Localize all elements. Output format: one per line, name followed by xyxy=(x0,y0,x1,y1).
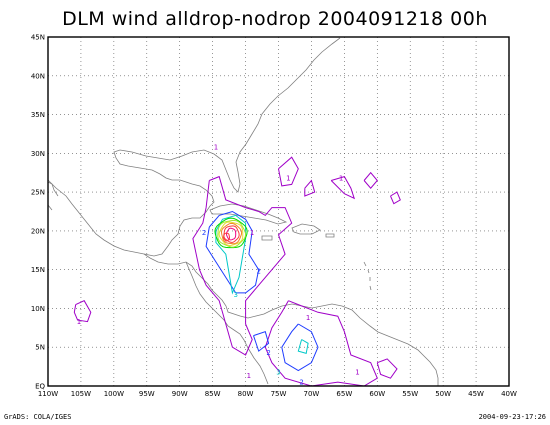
lon-tick-label: 45W xyxy=(468,390,484,398)
coastline-central-america-pacific xyxy=(185,261,269,385)
contour-6 xyxy=(218,221,244,247)
wind-difference-contours xyxy=(73,156,401,387)
map-frame xyxy=(47,36,510,387)
coastline-central-south-america xyxy=(143,253,439,386)
lat-tick-label: 5N xyxy=(35,344,45,352)
contour-label: 1 xyxy=(306,314,310,322)
coastlines xyxy=(47,37,439,386)
lat-lon-grid xyxy=(48,37,509,386)
lat-tick-label: 30N xyxy=(31,150,45,158)
contour-1 xyxy=(304,179,316,197)
coastline-puerto-rico xyxy=(325,233,335,238)
contour-label: 2 xyxy=(266,349,270,357)
coastline-lesser-antilles xyxy=(363,261,372,291)
contour-label: 1 xyxy=(286,174,290,182)
contour-8 xyxy=(222,232,230,242)
contour-1 xyxy=(363,171,378,189)
lon-tick-label: 110W xyxy=(38,390,58,398)
lon-tick-label: 50W xyxy=(435,390,451,398)
contour-1 xyxy=(73,300,92,323)
axis-labels: 110W 105W 100W 95W 90W 85W 80W 75W 70W 65W 60W 55W 5… xyxy=(31,34,517,399)
lat-tick-label: 35N xyxy=(31,111,45,119)
contour-9 xyxy=(225,227,237,241)
contour-label: 2 xyxy=(299,378,303,386)
contour-7 xyxy=(220,222,243,245)
contour-label: 1 xyxy=(214,143,218,151)
coastline-north-america xyxy=(47,37,341,257)
grads-credit: GrADS: COLA/IGES xyxy=(4,413,72,421)
lon-tick-label: 70W xyxy=(304,390,320,398)
lon-tick-label: 85W xyxy=(205,390,221,398)
lat-tick-label: 15N xyxy=(31,266,45,274)
lat-tick-label: 10N xyxy=(31,305,45,313)
lat-tick-label: 25N xyxy=(31,189,45,197)
contour-label: 1 xyxy=(77,318,81,326)
lon-tick-label: 95W xyxy=(139,390,155,398)
contour-2 xyxy=(281,323,319,372)
lon-tick-label: 105W xyxy=(71,390,91,398)
contour-3 xyxy=(297,339,309,355)
contour-4 xyxy=(214,217,248,249)
coastline-jamaica xyxy=(261,235,273,241)
lon-tick-label: 65W xyxy=(336,390,352,398)
contour-label: 1 xyxy=(247,372,251,380)
contour-1 xyxy=(192,175,293,356)
contour-label: 1 xyxy=(339,174,343,182)
lat-tick-label: 40N xyxy=(31,72,45,80)
lat-tick-label: EQ xyxy=(35,383,45,391)
contour-2 xyxy=(205,210,260,294)
lon-tick-label: 100W xyxy=(104,390,124,398)
contour-1 xyxy=(264,300,378,387)
contour-label: 3 xyxy=(233,291,237,299)
contour-label: 2 xyxy=(257,268,261,276)
contour-1 xyxy=(330,176,356,200)
contour-label: 2 xyxy=(202,229,206,237)
contour-3 xyxy=(215,214,247,295)
contour-label: 3 xyxy=(276,368,280,376)
render-timestamp: 2004-09-23-17:26 xyxy=(478,413,546,421)
contour-1 xyxy=(278,156,299,187)
coastline-hispaniola xyxy=(291,223,321,235)
lon-tick-label: 60W xyxy=(369,390,385,398)
contour-1 xyxy=(376,358,398,379)
lat-tick-label: 20N xyxy=(31,227,45,235)
contour-1 xyxy=(390,191,401,205)
contour-2 xyxy=(253,331,270,352)
lon-tick-label: 80W xyxy=(238,390,254,398)
contour-5 xyxy=(217,219,247,248)
lon-tick-label: 55W xyxy=(402,390,418,398)
lon-tick-label: 40W xyxy=(501,390,517,398)
contour-labels: 1 1 1 2 2 3 1 1 2 3 1 2 1 1 xyxy=(77,143,360,386)
contour-label: 1 xyxy=(250,229,254,237)
coastline-baja xyxy=(47,181,59,211)
lon-tick-label: 90W xyxy=(172,390,188,398)
lon-tick-label: 75W xyxy=(271,390,287,398)
contour-label: 1 xyxy=(355,368,359,376)
map-title: DLM wind alldrop-nodrop 2004091218 00h xyxy=(62,8,488,30)
lat-tick-label: 45N xyxy=(31,34,45,42)
